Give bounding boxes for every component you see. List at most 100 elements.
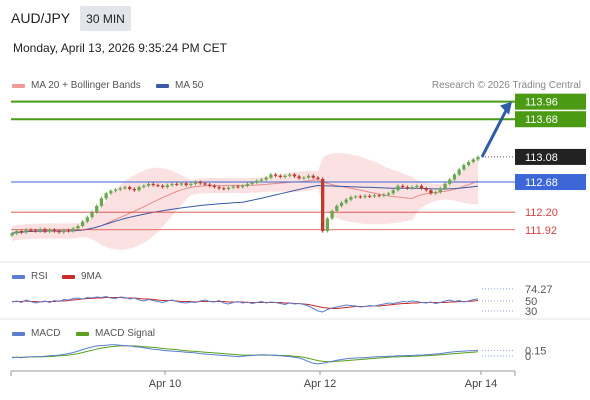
target-level-label: 113.68 [525, 114, 558, 126]
candle-body [245, 183, 250, 186]
trend-arrow-shaft [480, 105, 510, 158]
candle-body [29, 229, 33, 231]
bollinger-swatch [12, 83, 25, 88]
timestamp: Monday, April 13, 2026 9:35:24 PM CET [13, 41, 227, 55]
candle-body [273, 174, 278, 176]
legend-ma50: MA 50 [156, 80, 203, 91]
candle-body [24, 229, 28, 233]
candle-body [165, 185, 169, 188]
legend-bollinger-label: MA 20 + Bollinger Bands [31, 80, 141, 91]
support-level-label: 112.20 [525, 207, 558, 219]
support-level-label: 111.92 [525, 225, 557, 237]
candle-body [142, 185, 146, 188]
timeframe-button[interactable]: 30 MIN [80, 6, 131, 31]
macd-signal-line [12, 345, 479, 363]
candle-body [128, 187, 132, 189]
candle-body [179, 183, 184, 185]
legend-rsi-ma: 9MA [62, 271, 102, 282]
pivot-level-label: 112.68 [525, 177, 558, 189]
candle-body [401, 185, 405, 188]
macd-line [11, 344, 479, 365]
candle-body [226, 187, 231, 189]
candle-body [358, 196, 362, 198]
candle-body [76, 225, 80, 229]
candle-body [231, 186, 235, 188]
candle-body [255, 180, 259, 183]
candle-body [259, 179, 264, 181]
candle-body [466, 161, 471, 166]
candle-body [198, 182, 202, 184]
macd-tick-label: 0 [525, 351, 531, 363]
candle-body [264, 177, 268, 180]
candle-body [151, 183, 155, 186]
candle-body [448, 179, 452, 184]
candle-body [462, 165, 466, 170]
candle-body [386, 193, 391, 195]
candle-body [344, 199, 348, 203]
target-level-label: 113.96 [525, 97, 558, 109]
candle-body [457, 169, 461, 175]
candle-body [90, 212, 94, 218]
legend-rsi-label: RSI [31, 271, 48, 282]
x-axis-tick-label: Apr 12 [304, 378, 336, 390]
legend-rsi: RSI [12, 271, 48, 282]
candle-body [52, 229, 57, 232]
candle-body [85, 217, 89, 222]
candle-body [203, 183, 207, 185]
bollinger-band [12, 153, 478, 250]
candle-body [80, 221, 85, 226]
candle-body [368, 195, 372, 197]
candle-body [38, 229, 42, 232]
candle-body [113, 189, 118, 191]
candle-body [452, 174, 457, 180]
candle-body [212, 185, 217, 188]
candle-body [71, 228, 75, 232]
candle-body [193, 182, 198, 184]
credit-text: Research © 2026 Trading Central [431, 80, 581, 91]
legend-macd-signal-label: MACD Signal [95, 328, 156, 339]
candle-body [306, 175, 311, 178]
candle-body [424, 188, 428, 191]
last-price-tag [515, 148, 586, 165]
legend-macd: MACD [12, 328, 60, 339]
candle-body [184, 183, 188, 186]
candle-body [391, 190, 395, 194]
macd-swatch [12, 331, 25, 336]
candle-body [48, 229, 52, 232]
candle-body [222, 188, 226, 190]
last-price-label: 113.08 [525, 152, 558, 164]
candle-body [132, 188, 137, 191]
candle-body [372, 195, 377, 197]
candle-body [353, 196, 358, 198]
candle-body [433, 192, 438, 194]
pivot-level-tag [515, 174, 586, 191]
legend-macd-signal: MACD Signal [76, 328, 155, 339]
candle-body [283, 175, 287, 178]
candle-body [321, 178, 325, 232]
legend-ma50-label: MA 50 [175, 80, 204, 91]
rsi-tick-label: 74.27 [525, 284, 553, 296]
candle-body [349, 197, 353, 200]
candle-body [405, 187, 410, 189]
candle-body [377, 195, 381, 197]
candle-body [104, 193, 108, 199]
candle-body [471, 159, 475, 162]
candle-body [363, 195, 367, 198]
x-axis-tick-label: Apr 14 [465, 378, 497, 390]
rsi-tick-label: 50 [525, 296, 537, 308]
legend-bollinger: MA 20 + Bollinger Bands [12, 80, 141, 91]
candle-body [175, 183, 179, 185]
candle-body [443, 183, 447, 189]
candle-body [62, 230, 66, 233]
symbol-title: AUD/JPY [11, 10, 71, 26]
candle-body [118, 188, 122, 190]
macd-tick-label: 0.15 [525, 345, 546, 357]
candle-body [419, 185, 424, 189]
ma50-line [11, 184, 479, 234]
candle-body [410, 187, 414, 189]
candle-body [335, 205, 339, 211]
candle-body [156, 185, 160, 187]
candle-body [137, 187, 141, 191]
candle-body [19, 231, 24, 233]
